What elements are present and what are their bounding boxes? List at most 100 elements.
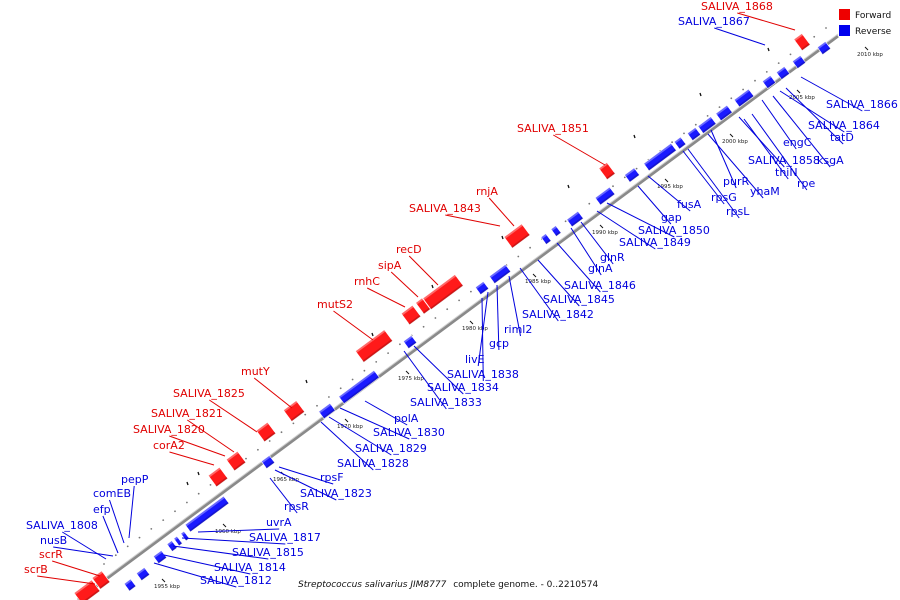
tick-label-1995-kbp: 1995 kbp bbox=[657, 184, 683, 190]
tick-mark bbox=[186, 481, 189, 486]
forward-gene-leader-saliva-1821 bbox=[187, 419, 235, 453]
reverse-gene-block bbox=[715, 104, 733, 122]
reverse-gene-label-thin: thiN bbox=[775, 166, 798, 179]
reverse-gene-block bbox=[775, 65, 791, 81]
forward-gene-leader-cora2 bbox=[169, 451, 215, 466]
forward-gene-label-muty: mutY bbox=[241, 365, 270, 378]
minor-tick-dot bbox=[434, 317, 437, 319]
tick-mark bbox=[767, 47, 770, 52]
tick-mark bbox=[501, 235, 504, 240]
reverse-gene-label-glnr: glnR bbox=[600, 251, 625, 264]
reverse-gene-leader-saliva-1846 bbox=[556, 242, 601, 293]
reverse-gene-label-pepp: pepP bbox=[121, 473, 149, 486]
reverse-gene-leader-gap bbox=[637, 185, 672, 225]
reverse-gene-block bbox=[166, 540, 178, 552]
reverse-gene-leader-glnr bbox=[580, 221, 614, 265]
reverse-gene-leader-glna bbox=[570, 227, 602, 276]
forward-gene-leader-saliva-1820 bbox=[169, 435, 226, 457]
minor-tick-dot bbox=[245, 457, 247, 460]
minor-tick-dot bbox=[387, 352, 389, 354]
reverse-gene-leader-saliva-1867 bbox=[714, 27, 766, 46]
reverse-gene-block bbox=[791, 54, 807, 70]
reverse-gene-block bbox=[135, 566, 151, 582]
minor-tick-dot bbox=[126, 545, 129, 548]
reverse-gene-label-saliva-1838: SALIVA_1838 bbox=[447, 368, 519, 381]
minor-tick-dot bbox=[446, 308, 449, 311]
reverse-gene-block bbox=[624, 167, 640, 183]
reverse-gene-label-ksga: ksgA bbox=[817, 154, 844, 167]
forward-gene-block bbox=[422, 274, 464, 310]
forward-gene-leader-rnhc bbox=[366, 287, 406, 308]
major-tick bbox=[664, 178, 669, 183]
forward-gene-block bbox=[255, 421, 277, 443]
minor-tick-dot bbox=[706, 115, 709, 117]
reverse-gene-block bbox=[123, 578, 137, 592]
reverse-gene-label-riml2: riml2 bbox=[504, 323, 532, 336]
reverse-gene-label-nusb: nusB bbox=[40, 534, 67, 547]
reverse-gene-label-saliva-1834: SALIVA_1834 bbox=[427, 381, 499, 394]
reverse-gene-label-saliva-1830: SALIVA_1830 bbox=[373, 426, 445, 439]
reverse-gene-leader-rpsf bbox=[278, 466, 334, 485]
reverse-gene-label-saliva-1812: SALIVA_1812 bbox=[200, 574, 272, 587]
tick-mark bbox=[371, 332, 374, 337]
minor-tick-dot bbox=[339, 387, 342, 390]
minor-tick-dot bbox=[623, 176, 626, 179]
major-tick bbox=[599, 224, 604, 229]
minor-tick-dot bbox=[280, 431, 283, 434]
reverse-gene-label-fusa: fusA bbox=[677, 198, 702, 211]
minor-tick-dot bbox=[351, 378, 354, 381]
legend-forward-swatch bbox=[839, 9, 850, 20]
reverse-gene-label-saliva-1867: SALIVA_1867 bbox=[678, 15, 750, 28]
forward-gene-block bbox=[415, 297, 431, 315]
reverse-gene-block bbox=[180, 530, 190, 542]
reverse-gene-label-saliva-1814: SALIVA_1814 bbox=[214, 561, 286, 574]
reverse-gene-leader-saliva-1833 bbox=[403, 350, 447, 410]
minor-tick-dot bbox=[813, 35, 816, 38]
reverse-gene-block bbox=[761, 74, 777, 90]
reverse-gene-block bbox=[260, 454, 276, 470]
tick-label-1955-kbp: 1955 kbp bbox=[154, 584, 180, 590]
forward-gene-block bbox=[793, 32, 811, 52]
legend-reverse-swatch bbox=[839, 25, 850, 36]
reverse-gene-leader-engc bbox=[761, 99, 797, 150]
forward-gene-leader-saliva-1825 bbox=[209, 399, 258, 433]
reverse-gene-label-engc: engC bbox=[783, 136, 812, 149]
major-tick bbox=[222, 523, 227, 528]
minor-tick-dot bbox=[777, 62, 780, 64]
minor-tick-dot bbox=[825, 27, 827, 29]
forward-gene-label-saliva-1825: SALIVA_1825 bbox=[173, 387, 245, 400]
minor-tick-dot bbox=[789, 53, 792, 56]
reverse-gene-leader-saliva-1838 bbox=[481, 297, 484, 382]
reverse-gene-label-comeb: comEB bbox=[93, 487, 131, 500]
reverse-gene-block bbox=[566, 210, 584, 228]
tick-mark bbox=[567, 184, 570, 189]
reverse-gene-leader-saliva-1849 bbox=[596, 210, 656, 250]
reverse-gene-block bbox=[474, 280, 490, 296]
forward-gene-block bbox=[225, 450, 247, 472]
genome-backbone bbox=[77, 34, 839, 600]
forward-gene-leader-saliva-1843 bbox=[445, 214, 501, 227]
tick-label-1970-kbp: 1970 kbp bbox=[337, 424, 363, 430]
reverse-gene-label-saliva-1833: SALIVA_1833 bbox=[410, 396, 482, 409]
reverse-gene-label-saliva-1817: SALIVA_1817 bbox=[249, 531, 321, 544]
forward-gene-label-recd: recD bbox=[396, 243, 422, 256]
reverse-gene-label-rpe: rpe bbox=[797, 177, 816, 190]
label-leaders bbox=[37, 12, 863, 588]
reverse-gene-label-glna: glnA bbox=[588, 262, 613, 275]
tick-label-2010-kbp: 2010 kbp bbox=[857, 52, 883, 58]
reverse-gene-leader-tatd bbox=[785, 87, 844, 145]
minor-tick-dot bbox=[103, 563, 105, 565]
forward-gene-label-saliva-1851: SALIVA_1851 bbox=[517, 122, 589, 135]
minor-tick-dot bbox=[257, 448, 259, 451]
reverse-gene-label-saliva-1828: SALIVA_1828 bbox=[337, 457, 409, 470]
reverse-gene-block bbox=[550, 225, 562, 237]
reverse-gene-leader-pepp bbox=[128, 485, 135, 539]
forward-gene-label-rnhc: rnhC bbox=[354, 275, 380, 288]
reverse-gene-leader-saliva-1842 bbox=[519, 267, 559, 322]
major-tick bbox=[344, 418, 349, 423]
forward-gene-block bbox=[598, 161, 616, 181]
reverse-gene-label-saliva-1823: SALIVA_1823 bbox=[300, 487, 372, 500]
reverse-gene-label-uvra: uvrA bbox=[266, 516, 292, 529]
forward-gene-label-saliva-1820: SALIVA_1820 bbox=[133, 423, 205, 436]
forward-gene-block bbox=[73, 579, 101, 600]
